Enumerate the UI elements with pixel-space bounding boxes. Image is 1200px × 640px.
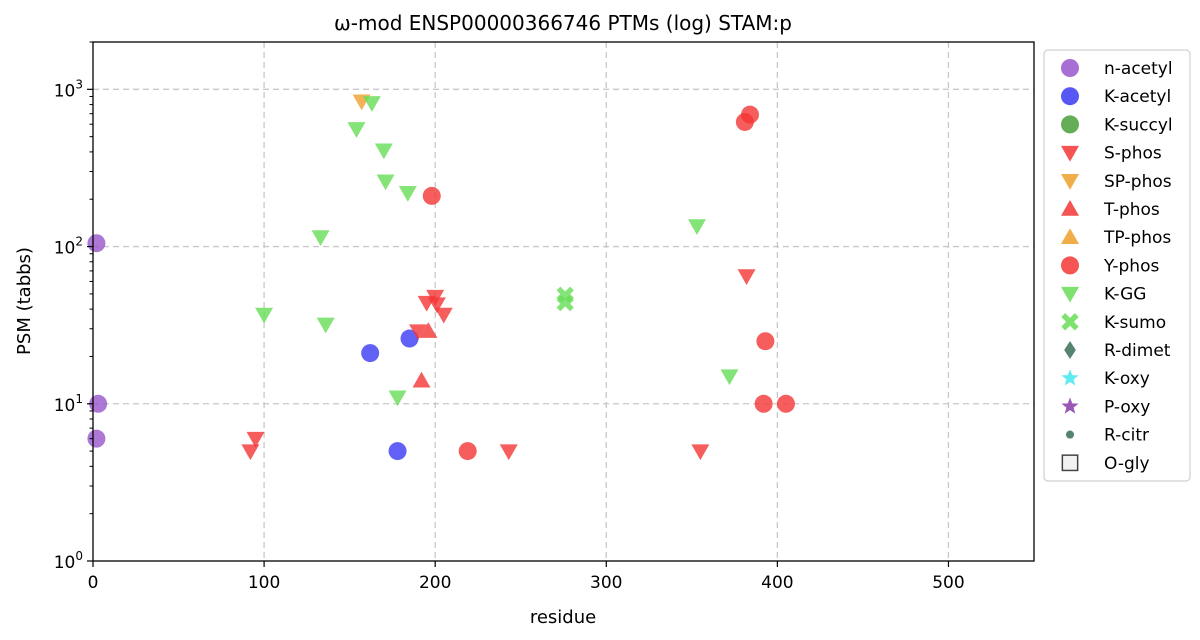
point-y-phos <box>756 332 775 351</box>
legend: n-acetyl K-acetyl K-succyl S-phos SP-phos T-p… <box>1043 49 1191 482</box>
legend-marker-sp-phos <box>1061 174 1079 190</box>
y-tick-label: 103 <box>54 77 83 101</box>
legend-marker-r-dimet <box>1064 341 1076 359</box>
legend-label-n-acetyl: n-acetyl <box>1104 59 1173 79</box>
chart-title: ω-mod ENSP00000366746 PTMs (log) STAM:p <box>334 11 792 35</box>
legend-marker-t-phos <box>1061 200 1079 216</box>
legend-marker-s-phos <box>1061 145 1079 162</box>
point-s-phos <box>246 431 265 448</box>
point-k-sumo <box>556 293 574 312</box>
legend-label-r-dimet: R-dimet <box>1104 341 1171 361</box>
point-k-gg <box>362 96 381 112</box>
legend-label-sp-phos: SP-phos <box>1104 172 1172 192</box>
point-y-phos <box>740 105 759 124</box>
point-t-phos <box>419 322 438 338</box>
point-s-phos <box>241 444 260 461</box>
x-tick-label: 0 <box>88 573 99 593</box>
legend-marker-k-oxy <box>1061 369 1079 386</box>
y-axis-title: PSM (tabbs) <box>14 247 35 355</box>
legend-marker-r-citr <box>1065 430 1075 439</box>
point-k-gg <box>347 122 366 138</box>
legend-label-k-oxy: K-oxy <box>1104 369 1150 389</box>
point-k-acetyl <box>400 329 419 348</box>
point-s-phos <box>691 444 710 461</box>
legend-marker-y-phos <box>1061 256 1079 275</box>
point-k-acetyl <box>361 344 380 363</box>
legend-label-s-phos: S-phos <box>1104 144 1162 164</box>
x-tick-label: 300 <box>590 573 622 593</box>
y-tick-base: 10 <box>54 81 76 101</box>
legend-marker-tp-phos <box>1061 228 1079 244</box>
y-tick-base: 10 <box>54 553 76 573</box>
y-tick-exponent: 1 <box>75 392 83 406</box>
point-t-phos <box>412 371 431 388</box>
legend-marker-k-sumo <box>1061 313 1079 331</box>
y-tick-label: 100 <box>54 549 83 573</box>
legend-marker-k-gg <box>1061 286 1079 303</box>
legend-marker-p-oxy <box>1061 397 1079 414</box>
point-k-gg <box>316 317 335 334</box>
point-n-acetyl <box>87 429 106 448</box>
point-y-phos <box>776 394 795 413</box>
point-k-gg <box>374 143 393 160</box>
point-k-gg <box>388 390 407 407</box>
y-tick-label: 102 <box>54 235 83 259</box>
legend-marker-k-succyl <box>1061 115 1079 134</box>
point-k-gg <box>311 230 330 247</box>
point-s-phos <box>434 307 453 324</box>
legend-label-r-citr: R-citr <box>1104 426 1149 446</box>
data-points <box>87 94 795 461</box>
y-tick-exponent: 0 <box>75 549 83 563</box>
x-tick-label: 200 <box>419 573 451 593</box>
plot-frame <box>92 41 1035 562</box>
grid-lines <box>93 42 1034 561</box>
legend-label-t-phos: T-phos <box>1103 200 1160 220</box>
point-s-phos <box>737 269 756 285</box>
x-axis-title: residue <box>530 607 596 628</box>
point-y-phos <box>458 442 477 461</box>
y-tick-exponent: 2 <box>75 235 83 249</box>
legend-box <box>1043 49 1191 482</box>
legend-label-k-acetyl: K-acetyl <box>1104 87 1171 107</box>
point-n-acetyl <box>87 234 106 253</box>
x-tick-label: 500 <box>932 573 964 593</box>
x-tick-label: 400 <box>761 573 793 593</box>
point-y-phos <box>754 394 773 413</box>
point-k-gg <box>376 174 395 191</box>
point-k-gg <box>720 369 739 386</box>
legend-label-p-oxy: P-oxy <box>1104 397 1150 417</box>
y-tick-exponent: 3 <box>75 77 83 91</box>
point-k-acetyl <box>388 442 407 461</box>
point-s-phos <box>499 444 518 461</box>
legend-label-tp-phos: TP-phos <box>1103 228 1171 248</box>
legend-marker-o-gly <box>1061 454 1079 472</box>
point-s-phos <box>409 324 428 341</box>
y-tick-base: 10 <box>54 396 76 416</box>
point-k-gg <box>255 307 274 324</box>
legend-label-y-phos: Y-phos <box>1103 256 1159 276</box>
legend-label-k-succyl: K-succyl <box>1104 115 1173 135</box>
legend-label-o-gly: O-gly <box>1104 454 1150 474</box>
x-tick-label: 100 <box>248 573 280 593</box>
legend-marker-k-acetyl <box>1061 87 1079 106</box>
point-k-gg <box>687 219 706 236</box>
point-s-phos <box>427 297 446 314</box>
y-tick-base: 10 <box>54 239 76 259</box>
point-k-gg <box>398 185 417 202</box>
legend-marker-n-acetyl <box>1061 59 1079 77</box>
legend-label-k-gg: K-GG <box>1104 285 1146 305</box>
legend-label-k-sumo: K-sumo <box>1104 313 1166 333</box>
y-tick-label: 101 <box>54 392 83 416</box>
point-y-phos <box>422 186 441 205</box>
